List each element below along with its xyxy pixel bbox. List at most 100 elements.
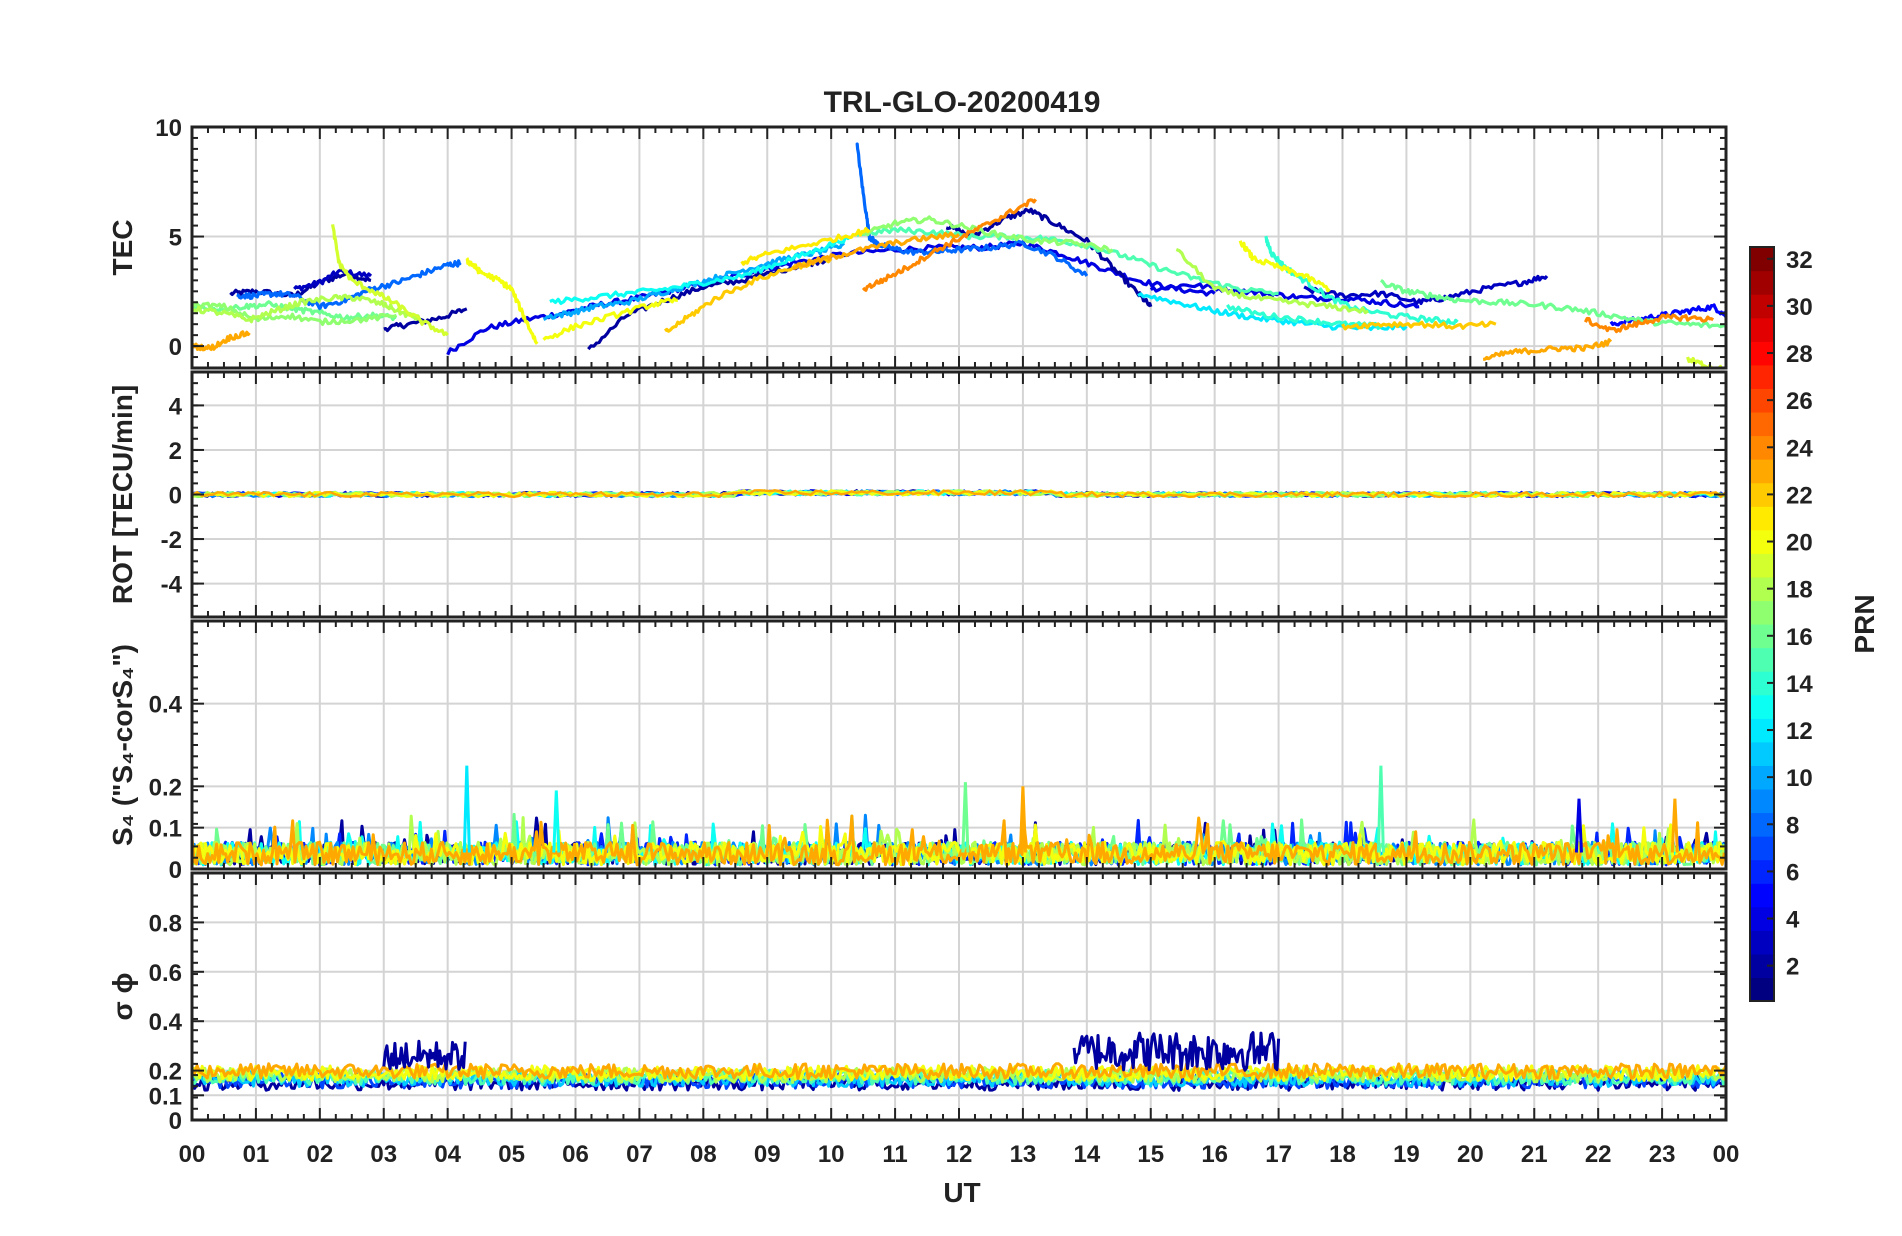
sigma-burst <box>1072 1031 1281 1072</box>
rot-frame <box>190 370 1728 619</box>
tec-y-axis-label: TEC <box>107 220 138 276</box>
x-axis-label: UT <box>943 1177 980 1208</box>
rot-series-line <box>192 488 1726 499</box>
sigma-data <box>192 1031 1726 1092</box>
sigma-y-tick-label: 0.2 <box>149 1059 182 1086</box>
sigma-y-tick-label: 0.4 <box>149 1009 183 1036</box>
colorbar-tick-label: 26 <box>1786 388 1813 415</box>
s4-y-tick-label: 0 <box>169 857 182 884</box>
tec-series-line <box>1238 240 1331 293</box>
tec-series-line <box>542 297 678 341</box>
tec-series-line <box>1379 279 1726 329</box>
tec-y-tick-label: 5 <box>169 225 182 252</box>
x-tick-labels: 00 01 02 03 04 05 06 07 08 09 10 11 12 13 14 15 16 17 18 19… <box>179 1141 1740 1168</box>
sigma-y-tick-label: 0 <box>169 1108 182 1135</box>
colorbar-swatch <box>1750 553 1774 578</box>
x-tick-label: 05 <box>498 1141 525 1168</box>
x-tick-label: 09 <box>754 1141 781 1168</box>
x-tick-label: 12 <box>946 1141 973 1168</box>
colorbar-swatch <box>1750 364 1774 389</box>
x-tick-label: 10 <box>818 1141 845 1168</box>
s4-spike <box>1018 786 1027 853</box>
x-tick-label: 08 <box>690 1141 717 1168</box>
colorbar-tick-label: 8 <box>1786 812 1799 839</box>
colorbar-frame <box>1749 246 1775 1002</box>
colorbar-swatch <box>1750 317 1774 342</box>
tec-series-line <box>1149 282 1420 309</box>
s4-gridlines <box>192 621 1726 869</box>
colorbar-swatch <box>1750 788 1774 814</box>
tec-series-line <box>1483 338 1613 361</box>
x-tick-label: 02 <box>306 1141 333 1168</box>
sigma-y-tick-label: 0.8 <box>149 910 182 937</box>
sigma-burst <box>382 1039 467 1071</box>
sigma-y-tick-label: 0.6 <box>149 960 182 987</box>
tec-y-tick-label: 0 <box>169 334 182 361</box>
colorbar-swatch <box>1750 459 1774 484</box>
tec-series-line <box>192 293 424 324</box>
s4-y-tick-label: 0.4 <box>149 692 183 719</box>
x-tick-label: 13 <box>1010 1141 1037 1168</box>
tec-series-line <box>1264 235 1459 326</box>
s4-spike <box>462 765 471 853</box>
tec-y-tick-label: 10 <box>155 115 182 142</box>
sigma-series-line <box>192 1062 1726 1080</box>
tec-series-line <box>293 268 373 292</box>
x-tick-label: 19 <box>1393 1141 1420 1168</box>
colorbar-swatch <box>1750 694 1774 719</box>
sigma-frame <box>190 871 1728 1122</box>
x-tick-label: 17 <box>1265 1141 1292 1168</box>
s4-spike <box>1376 765 1385 853</box>
tec-series-line <box>663 256 833 333</box>
s4-y-tick-label: 0.1 <box>149 816 182 843</box>
sigma-y-tick-label: 0.1 <box>149 1083 182 1110</box>
rot-y-tick-label: 0 <box>169 483 182 510</box>
panel-s4: 0 0.1 0.2 0.4 S₄ ("S₄-corS₄") <box>107 619 1728 884</box>
colorbar-tick-label: 20 <box>1786 530 1813 557</box>
panel-tec: 0 5 10 TEC <box>107 115 1728 370</box>
colorbar-tick-label: 18 <box>1786 577 1813 604</box>
tec-series-line <box>236 259 462 311</box>
sigma-y-axis-label: σ ϕ <box>107 973 138 1021</box>
colorbar-swatch <box>1750 977 1774 1002</box>
panel-sigma: 00.10.2 0.4 0.6 0.8 σ ϕ <box>107 871 1728 1135</box>
tec-series-line <box>465 257 539 345</box>
x-tick-label: 14 <box>1073 1141 1100 1168</box>
tec-series-line <box>740 226 871 266</box>
tec-series-line <box>331 224 449 337</box>
x-tick-label: 07 <box>626 1141 653 1168</box>
x-tick-label: 11 <box>882 1141 907 1168</box>
tec-series-line <box>855 142 1089 277</box>
tec-series-line <box>1341 320 1497 331</box>
s4-spike <box>961 782 970 853</box>
colorbar-label: PRN <box>1849 594 1880 653</box>
colorbar-tick-label: 12 <box>1786 718 1813 745</box>
colorbar-tick-label: 6 <box>1786 859 1799 886</box>
colorbar-swatch <box>1750 411 1774 437</box>
colorbar-tick-label: 16 <box>1786 624 1813 651</box>
s4-spike <box>1574 798 1583 853</box>
colorbar-tick-label: 32 <box>1786 247 1813 274</box>
rot-y-axis-label: ROT [TECU/min] <box>107 385 138 604</box>
x-tick-label: 15 <box>1137 1141 1164 1168</box>
colorbar-swatch <box>1750 506 1774 531</box>
chart-title: TRL-GLO-20200419 <box>824 86 1101 119</box>
rot-series-line <box>192 488 1726 499</box>
colorbar-tick-label: 10 <box>1786 765 1813 792</box>
x-tick-label: 18 <box>1329 1141 1356 1168</box>
colorbar-swatch <box>1750 836 1774 861</box>
colorbar-tick-label: 4 <box>1786 907 1800 934</box>
colorbar-tick-label: 14 <box>1786 671 1813 698</box>
x-tick-label: 22 <box>1585 1141 1612 1168</box>
rot-y-tick-label: 2 <box>169 438 182 465</box>
x-tick-label: 06 <box>562 1141 589 1168</box>
colorbar-tick-label: 30 <box>1786 294 1813 321</box>
x-tick-label: 21 <box>1521 1141 1548 1168</box>
colorbar-swatch <box>1750 883 1774 908</box>
colorbar-swatch <box>1750 930 1774 955</box>
colorbar-tick-label: 28 <box>1786 341 1813 368</box>
colorbar-swatch <box>1750 600 1774 625</box>
